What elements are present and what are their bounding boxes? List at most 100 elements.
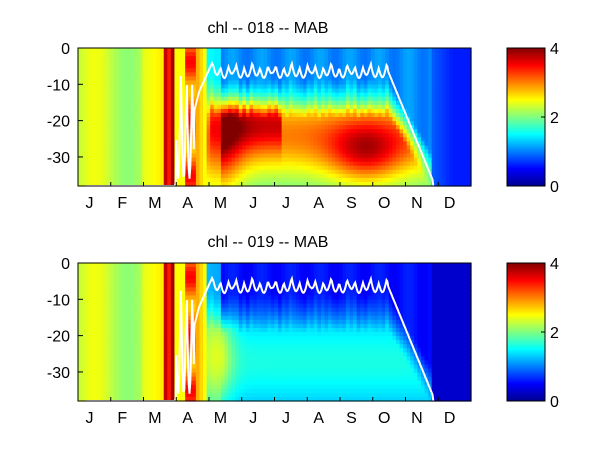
heatmap-cell [113,84,118,90]
heatmap-cell [213,60,218,65]
heatmap-cell [406,125,411,130]
heatmap-cell [295,141,301,147]
heatmap-cell [381,108,386,114]
heatmap-cell [156,48,161,53]
heatmap-cell [442,72,447,78]
heatmap-cell [203,283,208,288]
heatmap-cell [410,137,415,142]
heatmap-cell [110,380,115,386]
heatmap-cell [81,165,86,171]
heatmap-cell [78,340,83,345]
heatmap-cell [449,177,454,183]
heatmap-cell [99,275,104,280]
heatmap-cell [124,283,129,288]
heatmap-cell [138,48,143,53]
heatmap-cell [135,96,140,102]
heatmap-cell [238,80,243,86]
heatmap-cell [349,133,354,138]
heatmap-cell [435,96,440,102]
heatmap-cell [99,380,104,386]
heatmap-cell [345,100,351,106]
heatmap-cell [124,64,129,69]
heatmap-cell [78,303,83,309]
heatmap-cell [163,340,168,345]
heatmap-cell [399,181,404,187]
heatmap-cell [442,121,447,126]
heatmap-cell [210,72,215,78]
heatmap-cell [353,165,358,171]
heatmap-cell [178,287,183,293]
heatmap-cell [95,112,101,118]
heatmap-cell [299,52,304,57]
heatmap-cell [263,153,268,159]
heatmap-cell [110,360,115,366]
heatmap-cell [356,117,361,122]
heatmap-cell [99,364,104,370]
heatmap-cell [260,169,265,175]
heatmap-cell [81,76,86,82]
heatmap-cell [92,48,97,53]
heatmap-cell [267,100,272,106]
heatmap-cell [281,177,286,183]
heatmap-cell [160,125,165,130]
heatmap-cell [403,157,408,163]
heatmap-cell [92,173,97,179]
heatmap-cell [88,56,93,61]
heatmap-cell [324,96,329,102]
heatmap-cell [310,149,315,155]
heatmap-cell [360,169,365,175]
heatmap-cell [120,117,126,122]
heatmap-cell [317,100,322,106]
heatmap-cell [313,88,318,94]
heatmap-cell [378,121,383,126]
heatmap-cell [217,181,222,187]
heatmap-cell [303,68,308,73]
heatmap-cell [460,169,465,175]
heatmap-cell [174,291,179,297]
heatmap-cell [445,177,451,183]
heatmap-cell [117,380,122,386]
heatmap-cell [292,60,297,65]
heatmap-cell [138,117,143,122]
heatmap-cell [103,332,108,337]
heatmap-cell [88,352,93,357]
heatmap-cell [124,177,129,183]
heatmap-cell [331,161,336,167]
heatmap-cell [438,165,444,171]
heatmap-cell [245,60,251,65]
heatmap-cell [203,56,208,61]
heatmap-cell [381,64,386,69]
heatmap-cell [313,117,318,122]
heatmap-cell [456,125,461,130]
heatmap-cell [449,133,454,138]
heatmap-cell [153,303,158,309]
heatmap-cell [238,121,243,126]
heatmap-cell [392,133,397,138]
heatmap-cell [135,307,140,313]
heatmap-cell [85,169,90,175]
heatmap-cell [163,271,168,276]
heatmap-cell [310,72,315,78]
heatmap-cell [395,88,401,94]
heatmap-cell [313,145,318,151]
heatmap-cell [399,60,404,65]
heatmap-cell [131,141,136,147]
heatmap-cell [85,60,90,65]
heatmap-cell [306,169,311,175]
heatmap-cell [238,88,243,94]
heatmap-cell [181,279,186,284]
heatmap-cell [81,380,86,386]
heatmap-cell [424,153,429,159]
heatmap-cell [181,396,186,402]
heatmap-cell [420,60,426,65]
heatmap-cell [110,129,115,134]
heatmap-cell [113,141,118,147]
heatmap-cell [117,56,122,61]
heatmap-cell [392,177,397,183]
heatmap-cell [153,121,158,126]
heatmap-cell [135,372,140,378]
heatmap-cell [395,169,401,175]
heatmap-cell [278,92,283,98]
heatmap-cell [253,92,258,98]
heatmap-cell [303,112,308,118]
